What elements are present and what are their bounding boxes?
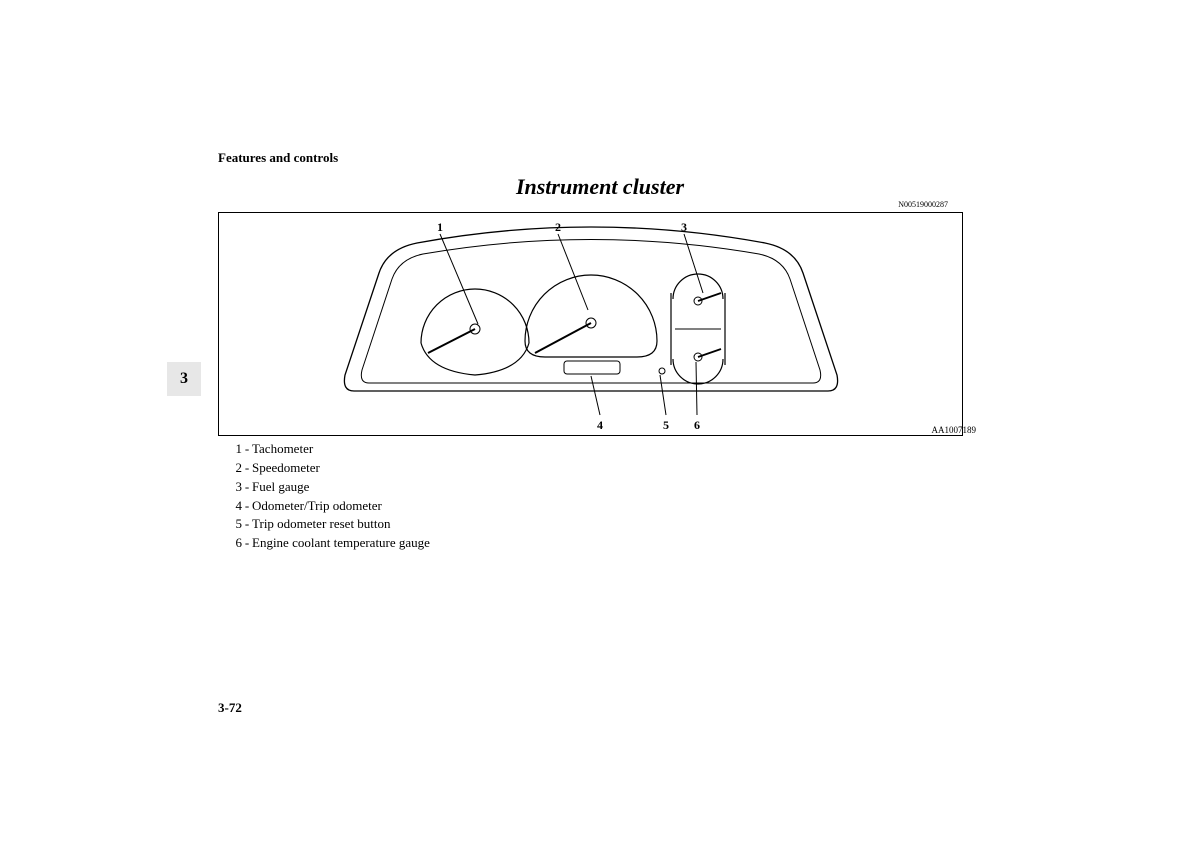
legend-dash: - bbox=[242, 459, 252, 478]
legend-item: 4 - Odometer/Trip odometer bbox=[224, 497, 430, 516]
callout-label-6: 6 bbox=[694, 418, 700, 433]
legend-num: 4 bbox=[224, 497, 242, 516]
callout-label-5: 5 bbox=[663, 418, 669, 433]
legend-num: 3 bbox=[224, 478, 242, 497]
legend-num: 5 bbox=[224, 515, 242, 534]
legend-dash: - bbox=[242, 478, 252, 497]
doc-code-top: N00519000287 bbox=[898, 200, 948, 209]
legend-item: 5 - Trip odometer reset button bbox=[224, 515, 430, 534]
figure-frame bbox=[218, 212, 963, 436]
instrument-cluster-diagram bbox=[219, 213, 964, 437]
callout-label-4: 4 bbox=[597, 418, 603, 433]
page-title: Instrument cluster bbox=[0, 174, 1200, 200]
legend-text: Odometer/Trip odometer bbox=[252, 497, 382, 516]
section-header: Features and controls bbox=[218, 150, 338, 166]
legend-item: 3 - Fuel gauge bbox=[224, 478, 430, 497]
legend-text: Tachometer bbox=[252, 440, 313, 459]
legend-num: 2 bbox=[224, 459, 242, 478]
legend-text: Trip odometer reset button bbox=[252, 515, 391, 534]
legend-text: Fuel gauge bbox=[252, 478, 309, 497]
legend-dash: - bbox=[242, 515, 252, 534]
callout-label-1: 1 bbox=[437, 220, 443, 235]
page-number: 3-72 bbox=[218, 700, 242, 716]
callout-label-2: 2 bbox=[555, 220, 561, 235]
legend-item: 1 - Tachometer bbox=[224, 440, 430, 459]
legend-num: 1 bbox=[224, 440, 242, 459]
legend-list: 1 - Tachometer 2 - Speedometer 3 - Fuel … bbox=[224, 440, 430, 553]
doc-code-bottom: AA1007189 bbox=[932, 425, 977, 435]
legend-text: Speedometer bbox=[252, 459, 320, 478]
legend-dash: - bbox=[242, 534, 252, 553]
legend-item: 6 - Engine coolant temperature gauge bbox=[224, 534, 430, 553]
legend-dash: - bbox=[242, 440, 252, 459]
legend-num: 6 bbox=[224, 534, 242, 553]
legend-text: Engine coolant temperature gauge bbox=[252, 534, 430, 553]
callout-label-3: 3 bbox=[681, 220, 687, 235]
legend-dash: - bbox=[242, 497, 252, 516]
legend-item: 2 - Speedometer bbox=[224, 459, 430, 478]
chapter-tab: 3 bbox=[167, 362, 201, 396]
